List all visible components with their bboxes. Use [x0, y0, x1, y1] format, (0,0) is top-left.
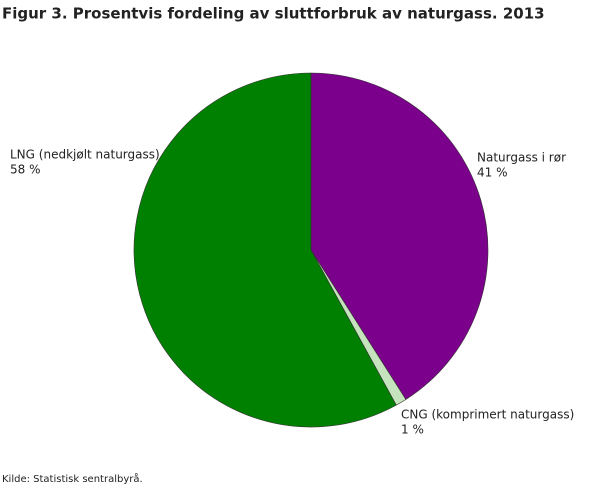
value-label: 58 %: [10, 163, 41, 177]
source: Kilde: Statistisk sentralbyrå.: [2, 472, 143, 485]
slice-label: LNG (nedkjølt naturgass): [10, 148, 160, 162]
slice-label: CNG (komprimert naturgass): [401, 408, 574, 422]
slice-label: Naturgass i rør: [477, 151, 566, 165]
chart-title: Figur 3. Prosentvis fordeling av sluttfo…: [2, 5, 545, 23]
value-label: 1 %: [401, 423, 424, 437]
value-label: 41 %: [477, 166, 508, 180]
pie-slice: [133, 72, 397, 428]
pie-slice: [310, 72, 489, 400]
